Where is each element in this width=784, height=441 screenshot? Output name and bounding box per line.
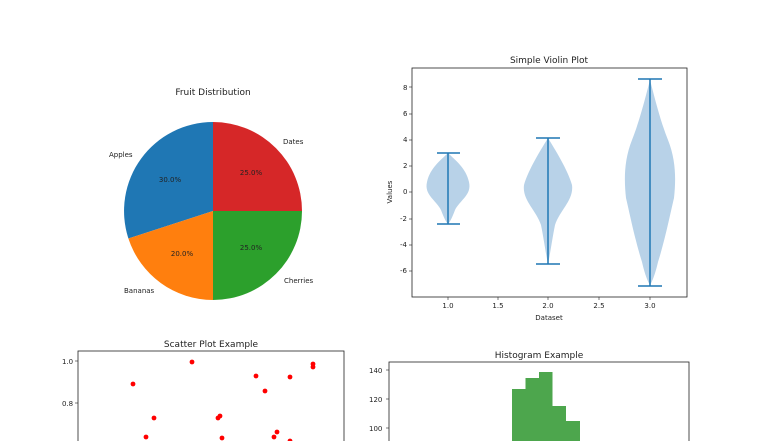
svg-text:-4: -4 — [400, 241, 408, 249]
pie-slice-cherries — [213, 211, 302, 300]
svg-text:0: 0 — [403, 188, 407, 196]
violin-ylabel: Values — [386, 180, 394, 203]
scatter-ytick-1: 1.0 — [62, 358, 73, 366]
svg-text:3.0: 3.0 — [644, 302, 655, 310]
histogram-chart: Histogram Example 140 120 100 — [369, 351, 690, 441]
hist-ytick-100: 100 — [369, 425, 382, 433]
histogram-title: Histogram Example — [495, 351, 584, 361]
pie-title: Fruit Distribution — [175, 88, 250, 98]
svg-text:2.5: 2.5 — [593, 302, 604, 310]
pie-pct-bananas: 20.0% — [171, 250, 194, 258]
violin-axes-frame — [411, 67, 688, 298]
violin-whiskers — [437, 78, 662, 287]
hist-ytick-140: 140 — [369, 367, 382, 375]
scatter-axes-frame — [77, 350, 345, 441]
svg-text:2.0: 2.0 — [542, 302, 553, 310]
svg-text:1.0: 1.0 — [442, 302, 453, 310]
scatter-points — [130, 359, 316, 441]
violin-x-ticks: 1.0 1.5 2.0 2.5 3.0 — [442, 302, 655, 310]
pie-slice-apples — [124, 122, 213, 239]
violin-chart: Simple Violin Plot -6 -4 -2 0 2 4 6 8 1.… — [386, 56, 688, 322]
svg-text:-2: -2 — [400, 215, 407, 223]
histogram-bars — [512, 372, 580, 441]
pie-pct-cherries: 25.0% — [240, 244, 263, 252]
hist-ytick-120: 120 — [369, 396, 382, 404]
violin-xlabel: Dataset — [535, 314, 563, 322]
svg-text:6: 6 — [403, 110, 408, 118]
pie-label-apples: Apples — [109, 151, 133, 159]
scatter-title: Scatter Plot Example — [164, 340, 259, 350]
svg-text:8: 8 — [403, 84, 407, 92]
pie-label-dates: Dates — [283, 138, 304, 146]
scatter-ytick-08: 0.8 — [62, 400, 73, 408]
svg-text:1.5: 1.5 — [492, 302, 503, 310]
pie-label-cherries: Cherries — [284, 277, 314, 285]
pie-pct-apples: 30.0% — [159, 176, 182, 184]
violin-y-ticks: -6 -4 -2 0 2 4 6 8 — [400, 84, 408, 275]
svg-text:2: 2 — [403, 162, 407, 170]
svg-text:4: 4 — [403, 136, 408, 144]
pie-pct-dates: 25.0% — [240, 169, 263, 177]
violin-title: Simple Violin Plot — [510, 56, 589, 66]
scatter-chart: Scatter Plot Example 1.0 0.8 — [62, 340, 345, 441]
pie-slice-dates — [213, 122, 302, 211]
histogram-axes-frame — [388, 361, 690, 441]
pie-slice-bananas — [128, 211, 213, 300]
pie-chart: Fruit Distribution Apples Bananas Cherri… — [109, 88, 314, 300]
svg-text:-6: -6 — [400, 267, 408, 275]
pie-label-bananas: Bananas — [124, 287, 155, 295]
